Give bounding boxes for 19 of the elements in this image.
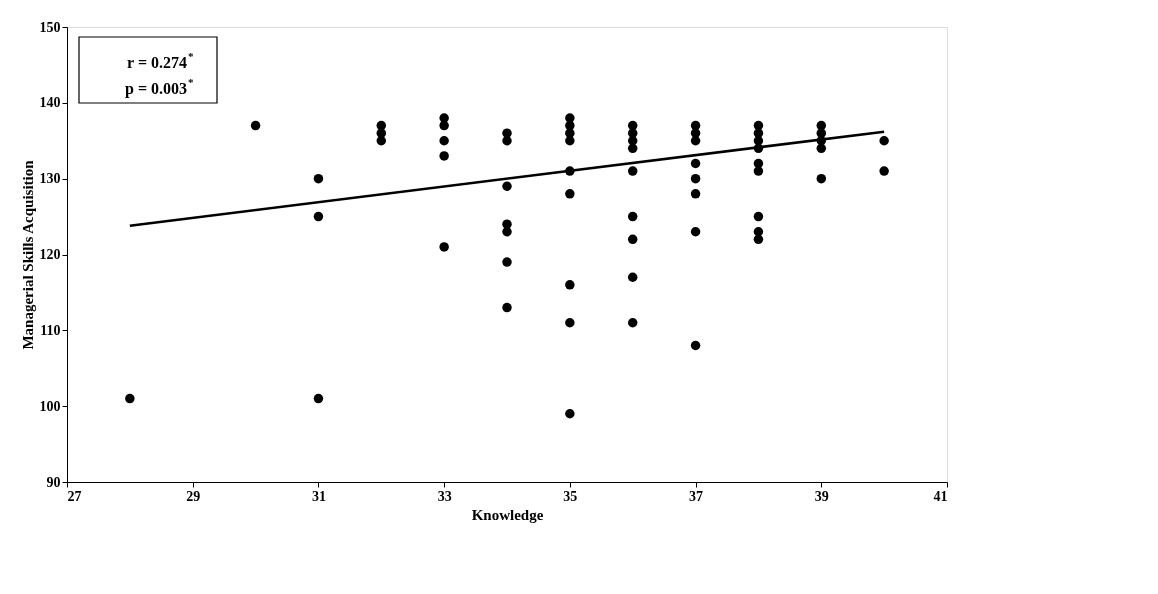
annotation: p = 0.003* — [124, 76, 194, 98]
y-tick-label: 110 — [40, 322, 61, 338]
x-tick-label: 41 — [933, 488, 948, 504]
x-tick-label: 29 — [186, 488, 201, 504]
x-axis-title: Knowledge — [471, 506, 544, 523]
x-tick-label: 33 — [437, 488, 452, 504]
y-tick-label: 150 — [39, 19, 61, 35]
y-tick-label: 120 — [39, 247, 61, 262]
x-tick-label: 39 — [814, 488, 829, 504]
y-tick-label: 140 — [39, 95, 61, 111]
y-tick-label: 100 — [39, 398, 61, 414]
y-tick-label: 90 — [46, 474, 61, 490]
annotation: r = 0.274* — [127, 50, 194, 71]
x-tick-label: 31 — [311, 488, 326, 504]
y-tick-label: 130 — [39, 171, 61, 187]
x-tick-label: 37 — [689, 488, 704, 504]
x-tick-label: 27 — [67, 488, 82, 504]
y-axis-title: Managerial Skills Acquisition — [19, 159, 36, 350]
x-tick-label: 35 — [563, 488, 578, 504]
